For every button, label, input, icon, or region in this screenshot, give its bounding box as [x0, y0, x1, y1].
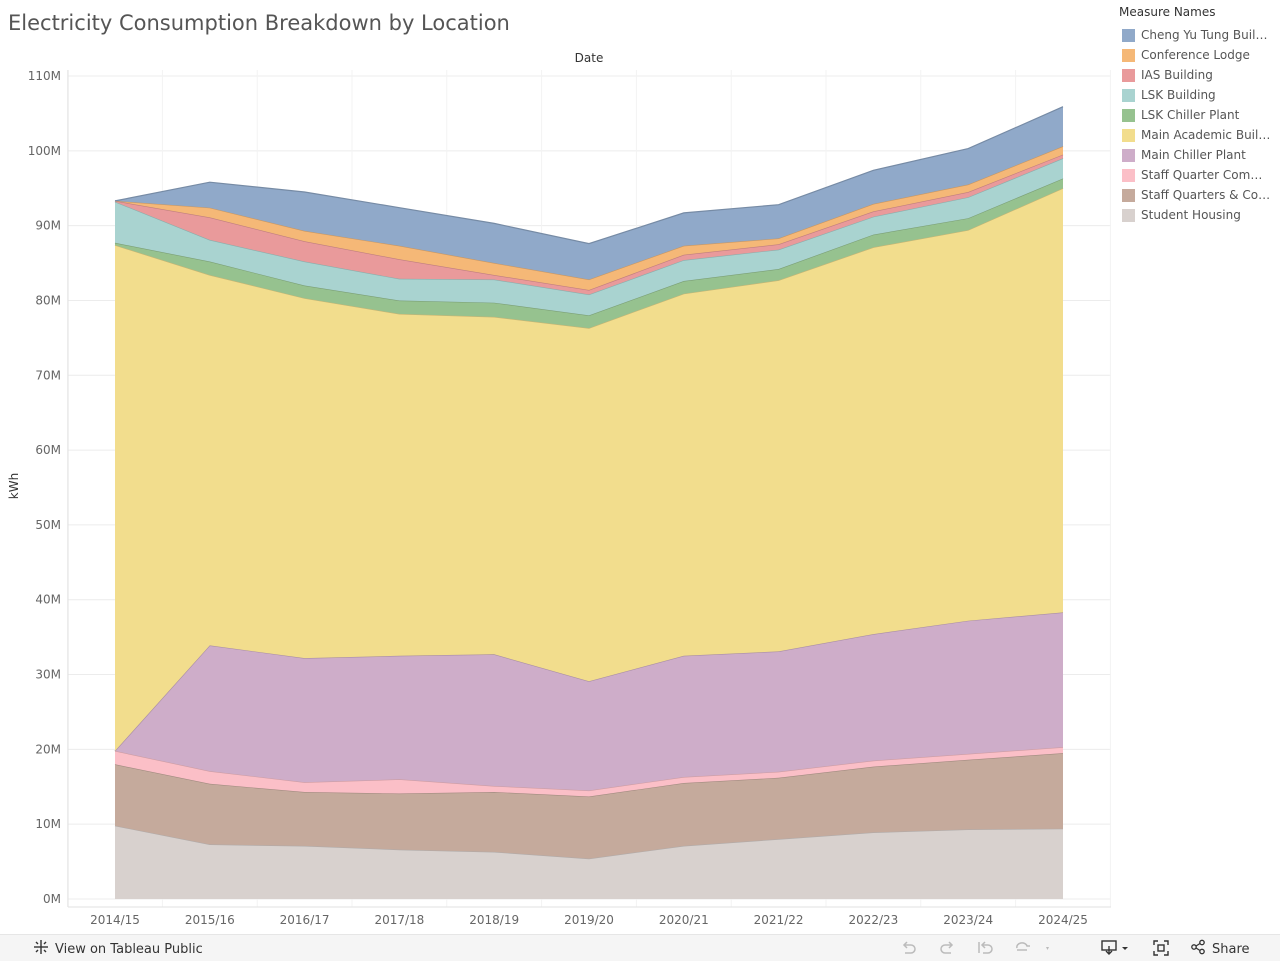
area-series-group — [114, 106, 1064, 899]
y-tick-label: 60M — [35, 443, 61, 457]
x-tick-label: 2024/25 — [1038, 913, 1088, 927]
y-axis-ticks: 0M 10M 20M 30M 40M 50M 60M 70M 80M 90M 100M 110M — [28, 69, 61, 906]
y-tick-label: 40M — [35, 593, 61, 607]
x-axis-ticks: 2014/15 2015/16 2016/17 2017/18 2018/19 2019/… — [90, 913, 1088, 927]
area-main-academic-buildi[interactable] — [115, 188, 1063, 751]
legend-item[interactable]: LSK Building — [1119, 85, 1280, 105]
undo-icon[interactable] — [900, 939, 918, 961]
legend-item[interactable]: Student Housing — [1119, 205, 1280, 225]
legend-item[interactable]: LSK Chiller Plant — [1119, 105, 1280, 125]
y-tick-label: 20M — [35, 742, 61, 756]
legend-label: IAS Building — [1141, 68, 1213, 82]
area-main-chiller-plant[interactable] — [115, 612, 1063, 791]
y-tick-label: 100M — [28, 144, 61, 158]
download-icon[interactable] — [1100, 939, 1130, 961]
page-title: Electricity Consumption Breakdown by Loc… — [8, 11, 510, 35]
legend-items: Cheng Yu Tung Building Conference Lodge IA… — [1119, 25, 1280, 225]
legend-item[interactable]: Main Academic Buildi... — [1119, 125, 1280, 145]
area-staff-quarters-com[interactable] — [115, 753, 1063, 859]
legend-swatch — [1122, 208, 1135, 222]
legend: Measure Names Cheng Yu Tung Building Conf… — [1119, 5, 1280, 225]
legend-title: Measure Names — [1119, 5, 1216, 19]
legend-label: LSK Building — [1141, 88, 1216, 102]
tableau-footer: View on Tableau Public Share — [0, 934, 1280, 961]
refresh-icon[interactable] — [1014, 939, 1050, 961]
y-tick-label: 70M — [35, 368, 61, 382]
y-tick-label: 80M — [35, 293, 61, 307]
y-tick-label: 90M — [35, 219, 61, 233]
revert-icon[interactable] — [976, 939, 994, 961]
x-tick-label: 2015/16 — [185, 913, 235, 927]
x-tick-label: 2019/20 — [564, 913, 614, 927]
x-tick-label: 2014/15 — [90, 913, 140, 927]
legend-swatch — [1122, 148, 1135, 162]
share-label: Share — [1212, 941, 1250, 957]
legend-swatch — [1122, 28, 1135, 42]
x-tick-label: 2018/19 — [469, 913, 519, 927]
view-on-tableau-button[interactable]: View on Tableau Public — [33, 939, 203, 959]
legend-label: LSK Chiller Plant — [1141, 108, 1240, 122]
legend-label: Conference Lodge — [1141, 48, 1250, 62]
legend-item[interactable]: Conference Lodge — [1119, 45, 1280, 65]
x-tick-label: 2022/23 — [848, 913, 898, 927]
x-tick-label: 2016/17 — [280, 913, 330, 927]
x-tick-label: 2021/22 — [754, 913, 804, 927]
x-tick-label: 2020/21 — [659, 913, 709, 927]
redo-icon[interactable] — [938, 939, 956, 961]
legend-label: Staff Quarter Commo... — [1141, 168, 1274, 182]
legend-label: Student Housing — [1141, 208, 1241, 222]
y-tick-label: 50M — [35, 518, 61, 532]
area-edge-line — [114, 106, 1064, 245]
y-tick-label: 10M — [35, 817, 61, 831]
view-on-tableau-label: View on Tableau Public — [55, 941, 203, 957]
legend-swatch — [1122, 88, 1135, 102]
area-chart: 0M 10M 20M 30M 40M 50M 60M 70M 80M 90M 100M 110M 20… — [7, 51, 1111, 927]
legend-item[interactable]: Staff Quarters & Com... — [1119, 185, 1280, 205]
legend-swatch — [1122, 128, 1135, 142]
legend-label: Cheng Yu Tung Building — [1141, 28, 1274, 42]
legend-swatch — [1122, 48, 1135, 62]
legend-item[interactable]: IAS Building — [1119, 65, 1280, 85]
legend-swatch — [1122, 168, 1135, 182]
x-tick-label: 2023/24 — [943, 913, 993, 927]
y-tick-label: 30M — [35, 668, 61, 682]
share-icon — [1190, 939, 1206, 959]
tableau-logo-icon — [33, 939, 49, 959]
x-tick-label: 2017/18 — [374, 913, 424, 927]
legend-item[interactable]: Staff Quarter Commo... — [1119, 165, 1280, 185]
legend-swatch — [1122, 108, 1135, 122]
y-axis-label: kWh — [7, 473, 21, 499]
area-student-housing[interactable] — [115, 825, 1063, 899]
legend-label: Staff Quarters & Com... — [1141, 188, 1274, 202]
legend-label: Main Academic Buildi... — [1141, 128, 1274, 142]
area-cheng-yu-tung-building[interactable] — [115, 106, 1063, 280]
area-staff-quarter-commo[interactable] — [115, 747, 1063, 797]
legend-swatch — [1122, 188, 1135, 202]
area-ias-building[interactable] — [115, 154, 1063, 295]
legend-item[interactable]: Main Chiller Plant — [1119, 145, 1280, 165]
fullscreen-icon[interactable] — [1152, 939, 1170, 961]
y-tick-label: 0M — [43, 892, 61, 906]
area-lsk-building[interactable] — [115, 158, 1063, 316]
y-tick-label: 110M — [28, 69, 61, 83]
date-header: Date — [575, 51, 604, 65]
share-button[interactable]: Share — [1190, 939, 1250, 959]
legend-label: Main Chiller Plant — [1141, 148, 1246, 162]
legend-item[interactable]: Cheng Yu Tung Building — [1119, 25, 1280, 45]
legend-swatch — [1122, 68, 1135, 82]
